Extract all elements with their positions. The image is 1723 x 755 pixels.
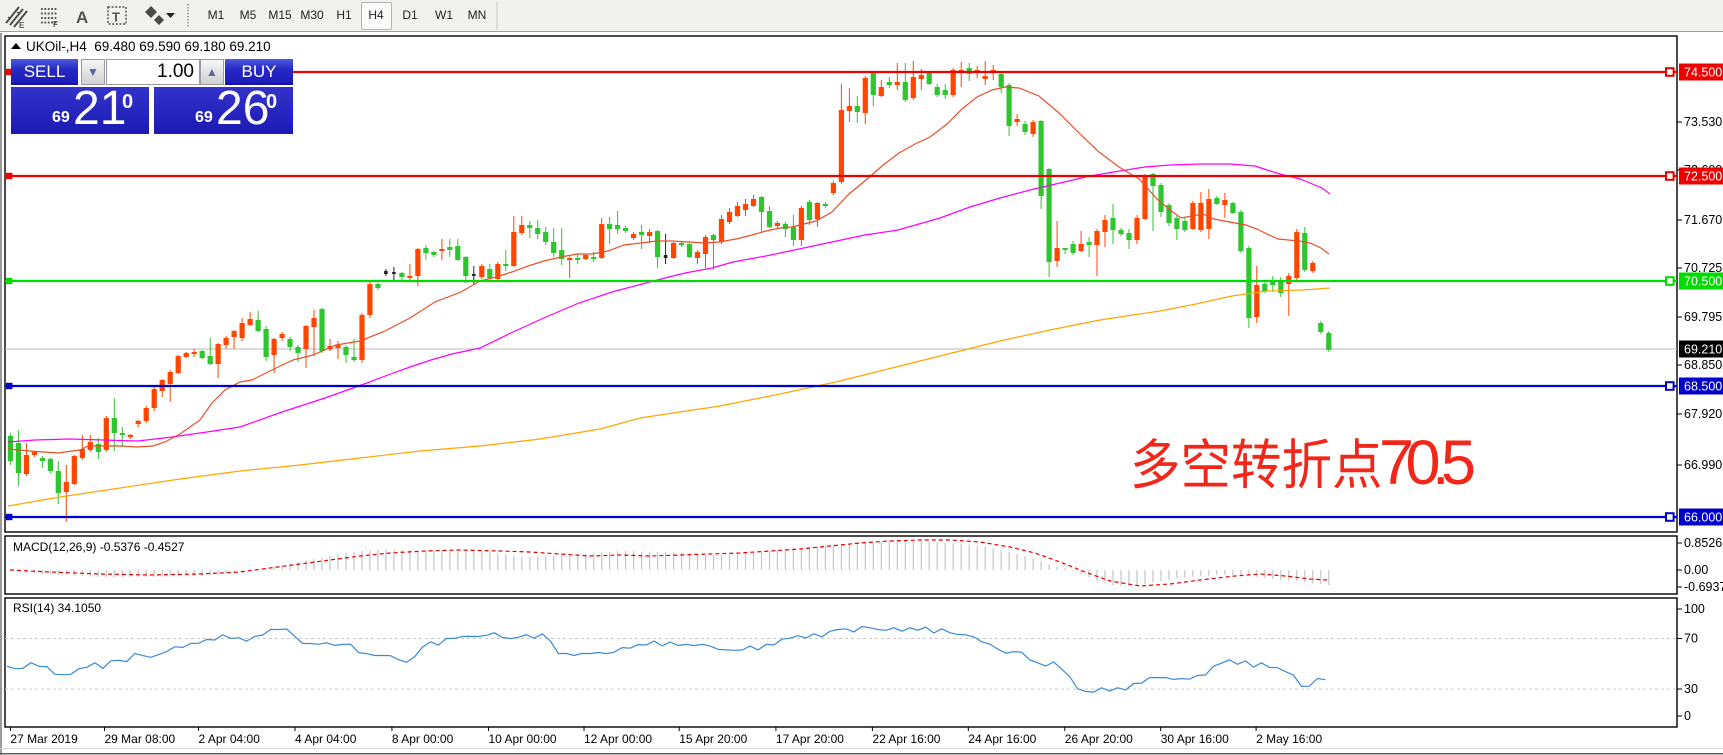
svg-text:71.670: 71.670	[1684, 213, 1722, 227]
svg-text:74.500: 74.500	[1684, 66, 1722, 80]
svg-text:70.500: 70.500	[1684, 275, 1722, 289]
svg-text:68.850: 68.850	[1684, 358, 1722, 372]
svg-text:RSI(14) 34.1050: RSI(14) 34.1050	[13, 601, 101, 615]
svg-text:70.725: 70.725	[1684, 261, 1722, 275]
svg-text:66.000: 66.000	[1684, 511, 1722, 525]
svg-text:F: F	[53, 20, 58, 29]
svg-text:26 Apr 20:00: 26 Apr 20:00	[1065, 732, 1133, 746]
svg-text:100: 100	[1684, 602, 1705, 616]
svg-text:70.5: 70.5	[1379, 428, 1476, 498]
svg-text:4 Apr 04:00: 4 Apr 04:00	[295, 732, 357, 746]
svg-text:8 Apr 00:00: 8 Apr 00:00	[392, 732, 454, 746]
svg-text:T: T	[112, 10, 120, 25]
svg-text:2 Apr 04:00: 2 Apr 04:00	[199, 732, 261, 746]
svg-text:72.500: 72.500	[1684, 170, 1722, 184]
svg-text:0.8526: 0.8526	[1684, 536, 1722, 550]
svg-text:UKOil-,H4 69.480 69.590 69.18: UKOil-,H4 69.480 69.590 69.180 69.210	[26, 39, 271, 54]
svg-text:69.795: 69.795	[1684, 310, 1722, 324]
svg-text:17 Apr 20:00: 17 Apr 20:00	[776, 732, 844, 746]
svg-text:10 Apr 00:00: 10 Apr 00:00	[489, 732, 557, 746]
svg-text:29 Mar 08:00: 29 Mar 08:00	[105, 732, 176, 746]
svg-text:73.530: 73.530	[1684, 115, 1722, 129]
svg-text:15 Apr 20:00: 15 Apr 20:00	[679, 732, 747, 746]
svg-text:12 Apr 00:00: 12 Apr 00:00	[584, 732, 652, 746]
svg-text:2 May 16:00: 2 May 16:00	[1256, 732, 1322, 746]
svg-text:70: 70	[1684, 632, 1698, 646]
svg-text:67.920: 67.920	[1684, 407, 1722, 421]
svg-text:69.210: 69.210	[1684, 343, 1722, 357]
svg-text:68.500: 68.500	[1684, 380, 1722, 394]
svg-text:24 Apr 16:00: 24 Apr 16:00	[968, 732, 1036, 746]
svg-text:E: E	[19, 21, 25, 30]
svg-text:0: 0	[1684, 709, 1691, 723]
svg-text:A: A	[76, 8, 88, 27]
svg-text:66.990: 66.990	[1684, 458, 1722, 472]
svg-text:MACD(12,26,9) -0.5376 -0.4527: MACD(12,26,9) -0.5376 -0.4527	[13, 540, 185, 554]
svg-text:30 Apr 16:00: 30 Apr 16:00	[1161, 732, 1229, 746]
svg-text:-0.6937: -0.6937	[1684, 580, 1723, 594]
svg-text:27 Mar 2019: 27 Mar 2019	[10, 732, 78, 746]
svg-text:30: 30	[1684, 682, 1698, 696]
svg-text:0.00: 0.00	[1684, 563, 1708, 577]
svg-text:22 Apr 16:00: 22 Apr 16:00	[872, 732, 940, 746]
